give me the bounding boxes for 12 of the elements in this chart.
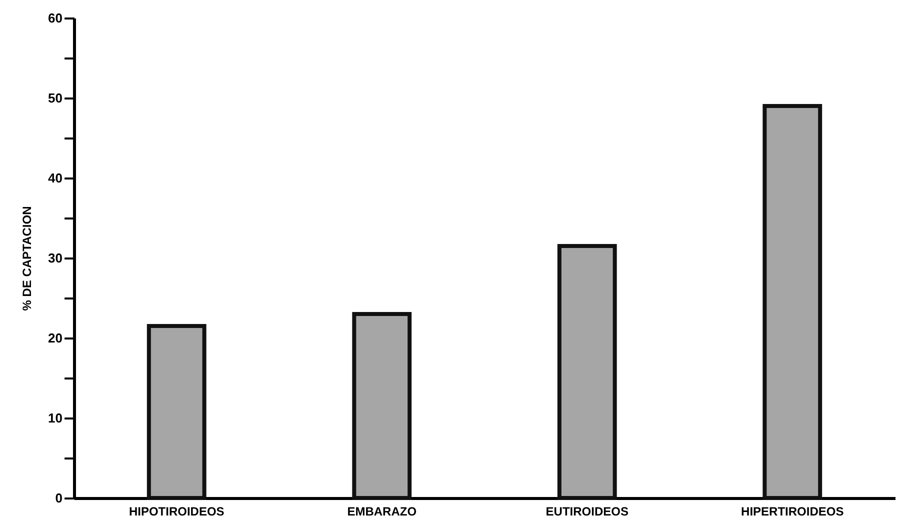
y-axis-title: % DE CAPTACION bbox=[20, 206, 34, 311]
y-tick-label: 20 bbox=[48, 330, 62, 346]
x-tick-label: HIPOTIROIDEOS bbox=[128, 504, 224, 518]
y-tick-label: 60 bbox=[48, 10, 62, 26]
y-tick-label: 10 bbox=[48, 410, 62, 426]
x-tick-label: EMBARAZO bbox=[347, 504, 417, 518]
y-tick-label: 0 bbox=[55, 490, 62, 506]
x-tick-label: EUTIROIDEOS bbox=[546, 504, 628, 518]
x-tick-label: HIPERTIROIDEOS bbox=[741, 504, 844, 518]
y-tick-label: 40 bbox=[48, 170, 62, 186]
y-tick-label: 50 bbox=[48, 90, 62, 106]
y-tick-label: 30 bbox=[48, 250, 62, 266]
